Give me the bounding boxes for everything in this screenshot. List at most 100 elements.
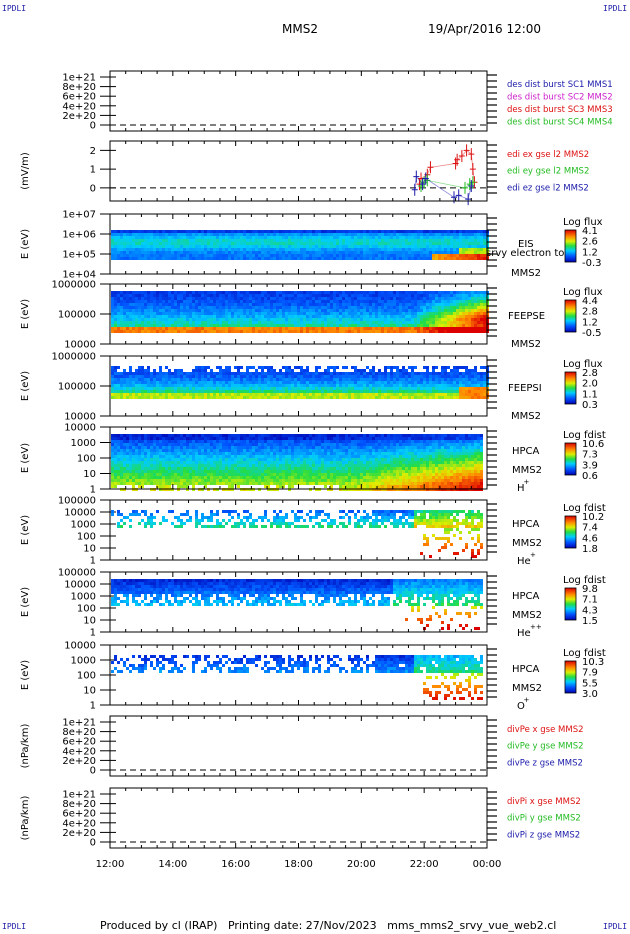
spectrogram-cell: [363, 306, 366, 309]
spectrogram-cell: [480, 327, 483, 330]
spectrogram-cell: [210, 297, 213, 300]
spectrogram-cell: [171, 312, 174, 315]
spectrogram-cell: [243, 372, 246, 375]
spectrogram-cell: [225, 254, 228, 257]
spectrogram-cell: [321, 242, 324, 245]
spectrogram-cell: [294, 387, 297, 390]
spectrogram-cell: [420, 294, 423, 297]
spectrogram-cell: [420, 245, 423, 248]
spectrogram-cell: [315, 393, 318, 396]
spectrogram-cell: [225, 366, 228, 369]
spectrogram-cell: [207, 372, 210, 375]
spectrogram-cell: [222, 384, 225, 387]
spectrogram-cell: [117, 440, 120, 443]
spectrogram-cell: [357, 242, 360, 245]
spectrogram-cell: [309, 294, 312, 297]
spectrogram-cell: [327, 330, 330, 333]
spectrogram-cell: [246, 384, 249, 387]
spectrogram-cell: [132, 372, 135, 375]
spectrogram-cell: [216, 291, 219, 294]
spectrogram-cell: [456, 236, 459, 239]
spectrogram-cell: [432, 372, 435, 375]
spectrogram-cell: [378, 306, 381, 309]
spectrogram-cell: [474, 251, 477, 254]
spectrogram-cell: [447, 248, 450, 251]
spectrogram-cell: [195, 381, 198, 384]
spectrogram-cell: [186, 242, 189, 245]
spectrogram-cell: [117, 449, 120, 452]
spectrogram-cell: [138, 449, 141, 452]
spectrogram-cell: [417, 384, 420, 387]
spectrogram-cell: [216, 251, 219, 254]
spectrogram-cell: [429, 312, 432, 315]
spectrogram-cell: [291, 242, 294, 245]
spectrogram-cell: [225, 230, 228, 233]
spectrogram-cell: [450, 257, 453, 260]
spectrogram-cell: [465, 324, 468, 327]
spectrogram-cell: [378, 297, 381, 300]
spectrogram-cell: [312, 315, 315, 318]
spectrogram-cell: [117, 366, 120, 369]
spectrogram-cell: [297, 297, 300, 300]
spectrogram-cell: [327, 321, 330, 324]
spectrogram-cell: [120, 455, 123, 458]
spectrogram-cell: [213, 303, 216, 306]
spectrogram-cell: [165, 366, 168, 369]
spectrogram-cell: [477, 390, 480, 393]
spectrogram-cell: [393, 248, 396, 251]
spectrogram-cell: [324, 318, 327, 321]
spectrogram-cell: [171, 378, 174, 381]
spectrogram-cell: [363, 303, 366, 306]
spectrogram-cell: [351, 393, 354, 396]
spectrogram-cell: [477, 306, 480, 309]
spectrogram-cell: [270, 291, 273, 294]
spectrogram-cell: [360, 324, 363, 327]
spectrogram-cell: [348, 230, 351, 233]
spectrogram-cell: [132, 437, 135, 440]
spectrogram-cell: [261, 303, 264, 306]
spectrogram-cell: [216, 396, 219, 399]
spectrogram-cell: [252, 318, 255, 321]
spectrogram-cell: [132, 297, 135, 300]
spectrogram-cell: [294, 390, 297, 393]
spectrogram-cell: [312, 236, 315, 239]
spectrogram-cell: [441, 315, 444, 318]
spectrogram-cell: [219, 248, 222, 251]
spectrogram-cell: [375, 375, 378, 378]
spectrogram-cell: [432, 318, 435, 321]
spectrogram-cell: [240, 312, 243, 315]
spectrogram-cell: [282, 312, 285, 315]
spectrogram-cell: [129, 455, 132, 458]
spectrogram-cell: [204, 236, 207, 239]
spectrogram-cell: [114, 257, 117, 260]
spectrogram-cell: [327, 230, 330, 233]
spectrogram-cell: [414, 239, 417, 242]
spectrogram-cell: [294, 309, 297, 312]
spectrogram-cell: [147, 306, 150, 309]
spectrogram-cell: [249, 330, 252, 333]
spectrogram-cell: [138, 390, 141, 393]
spectrogram-cell: [111, 254, 114, 257]
spectrogram-cell: [378, 254, 381, 257]
spectrogram-cell: [264, 396, 267, 399]
spectrogram-cell: [426, 245, 429, 248]
spectrogram-cell: [426, 309, 429, 312]
spectrogram-cell: [180, 242, 183, 245]
spectrogram-cell: [123, 230, 126, 233]
spectrogram-cell: [189, 236, 192, 239]
spectrogram-cell: [183, 257, 186, 260]
spectrogram-cell: [156, 245, 159, 248]
spectrogram-cell: [309, 291, 312, 294]
spectrogram-cell: [312, 294, 315, 297]
spectrogram-cell: [351, 321, 354, 324]
spectrogram-cell: [354, 230, 357, 233]
spectrogram-cell: [168, 312, 171, 315]
spectrogram-cell: [138, 236, 141, 239]
spectrogram-cell: [141, 242, 144, 245]
spectrogram-cell: [423, 327, 426, 330]
spectrogram-cell: [306, 300, 309, 303]
spectrogram-cell: [330, 251, 333, 254]
spectrogram-cell: [339, 239, 342, 242]
spectrogram-cell: [267, 251, 270, 254]
spectrogram-cell: [351, 381, 354, 384]
